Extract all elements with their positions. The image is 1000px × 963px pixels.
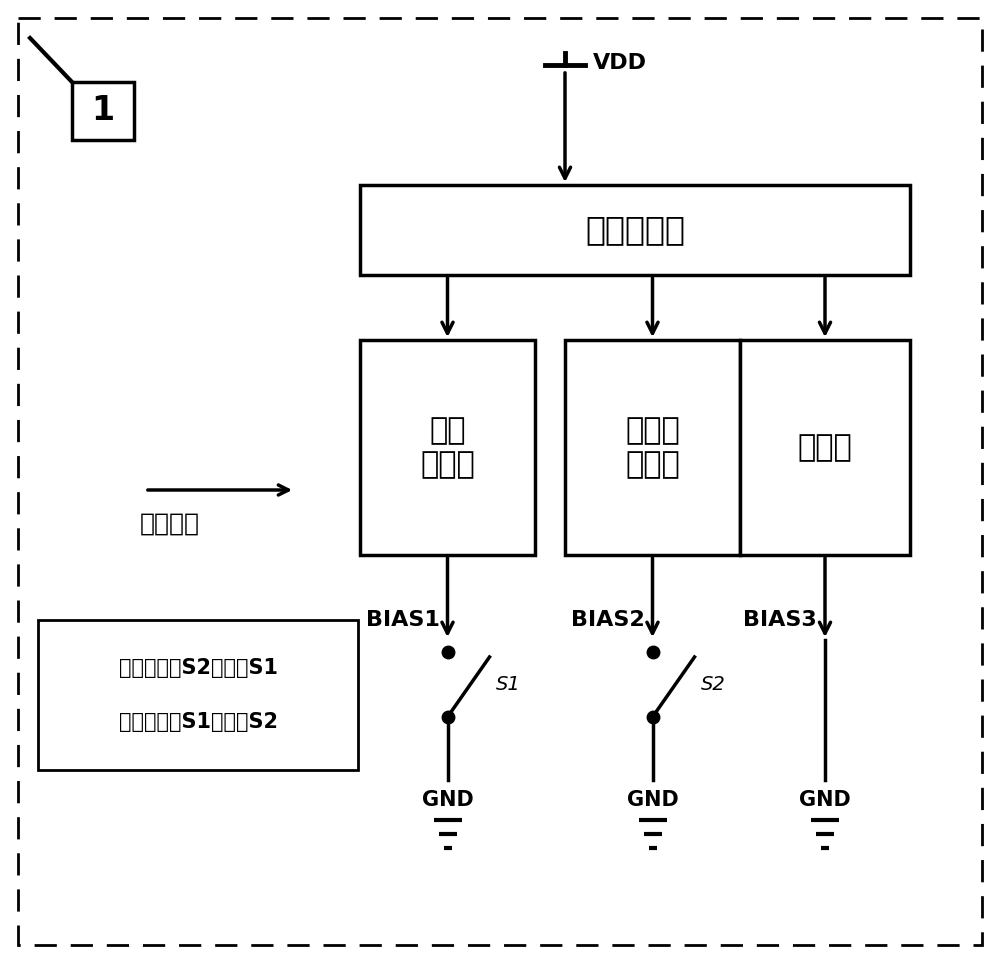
Bar	[740, 340, 910, 555]
Text: S2: S2	[700, 675, 725, 694]
Text: GND: GND	[627, 790, 678, 810]
Text: 功率
放大器: 功率 放大器	[420, 416, 475, 479]
Text: 低噪声
放大器: 低噪声 放大器	[625, 416, 680, 479]
Text: BIAS2: BIAS2	[571, 610, 644, 630]
Text: GND: GND	[799, 790, 851, 810]
Bar	[38, 620, 358, 770]
Text: 1: 1	[91, 94, 115, 127]
Text: VDD: VDD	[593, 53, 647, 73]
Text: 电流流向: 电流流向	[140, 512, 200, 536]
Text: BIAS3: BIAS3	[743, 610, 817, 630]
Text: GND: GND	[422, 790, 473, 810]
Bar	[360, 185, 910, 275]
Text: BIAS1: BIAS1	[366, 610, 440, 630]
Text: 接收时闭合S2，断开S1: 接收时闭合S2，断开S1	[119, 658, 278, 678]
Text: 分频器: 分频器	[798, 433, 852, 462]
Bar	[72, 82, 134, 140]
Text: 压控振荡器: 压控振荡器	[585, 214, 685, 247]
Bar	[360, 340, 535, 555]
Text: 发射时闭合S1，断开S2: 发射时闭合S1，断开S2	[119, 712, 278, 732]
Bar	[565, 340, 740, 555]
Text: S1: S1	[496, 675, 520, 694]
